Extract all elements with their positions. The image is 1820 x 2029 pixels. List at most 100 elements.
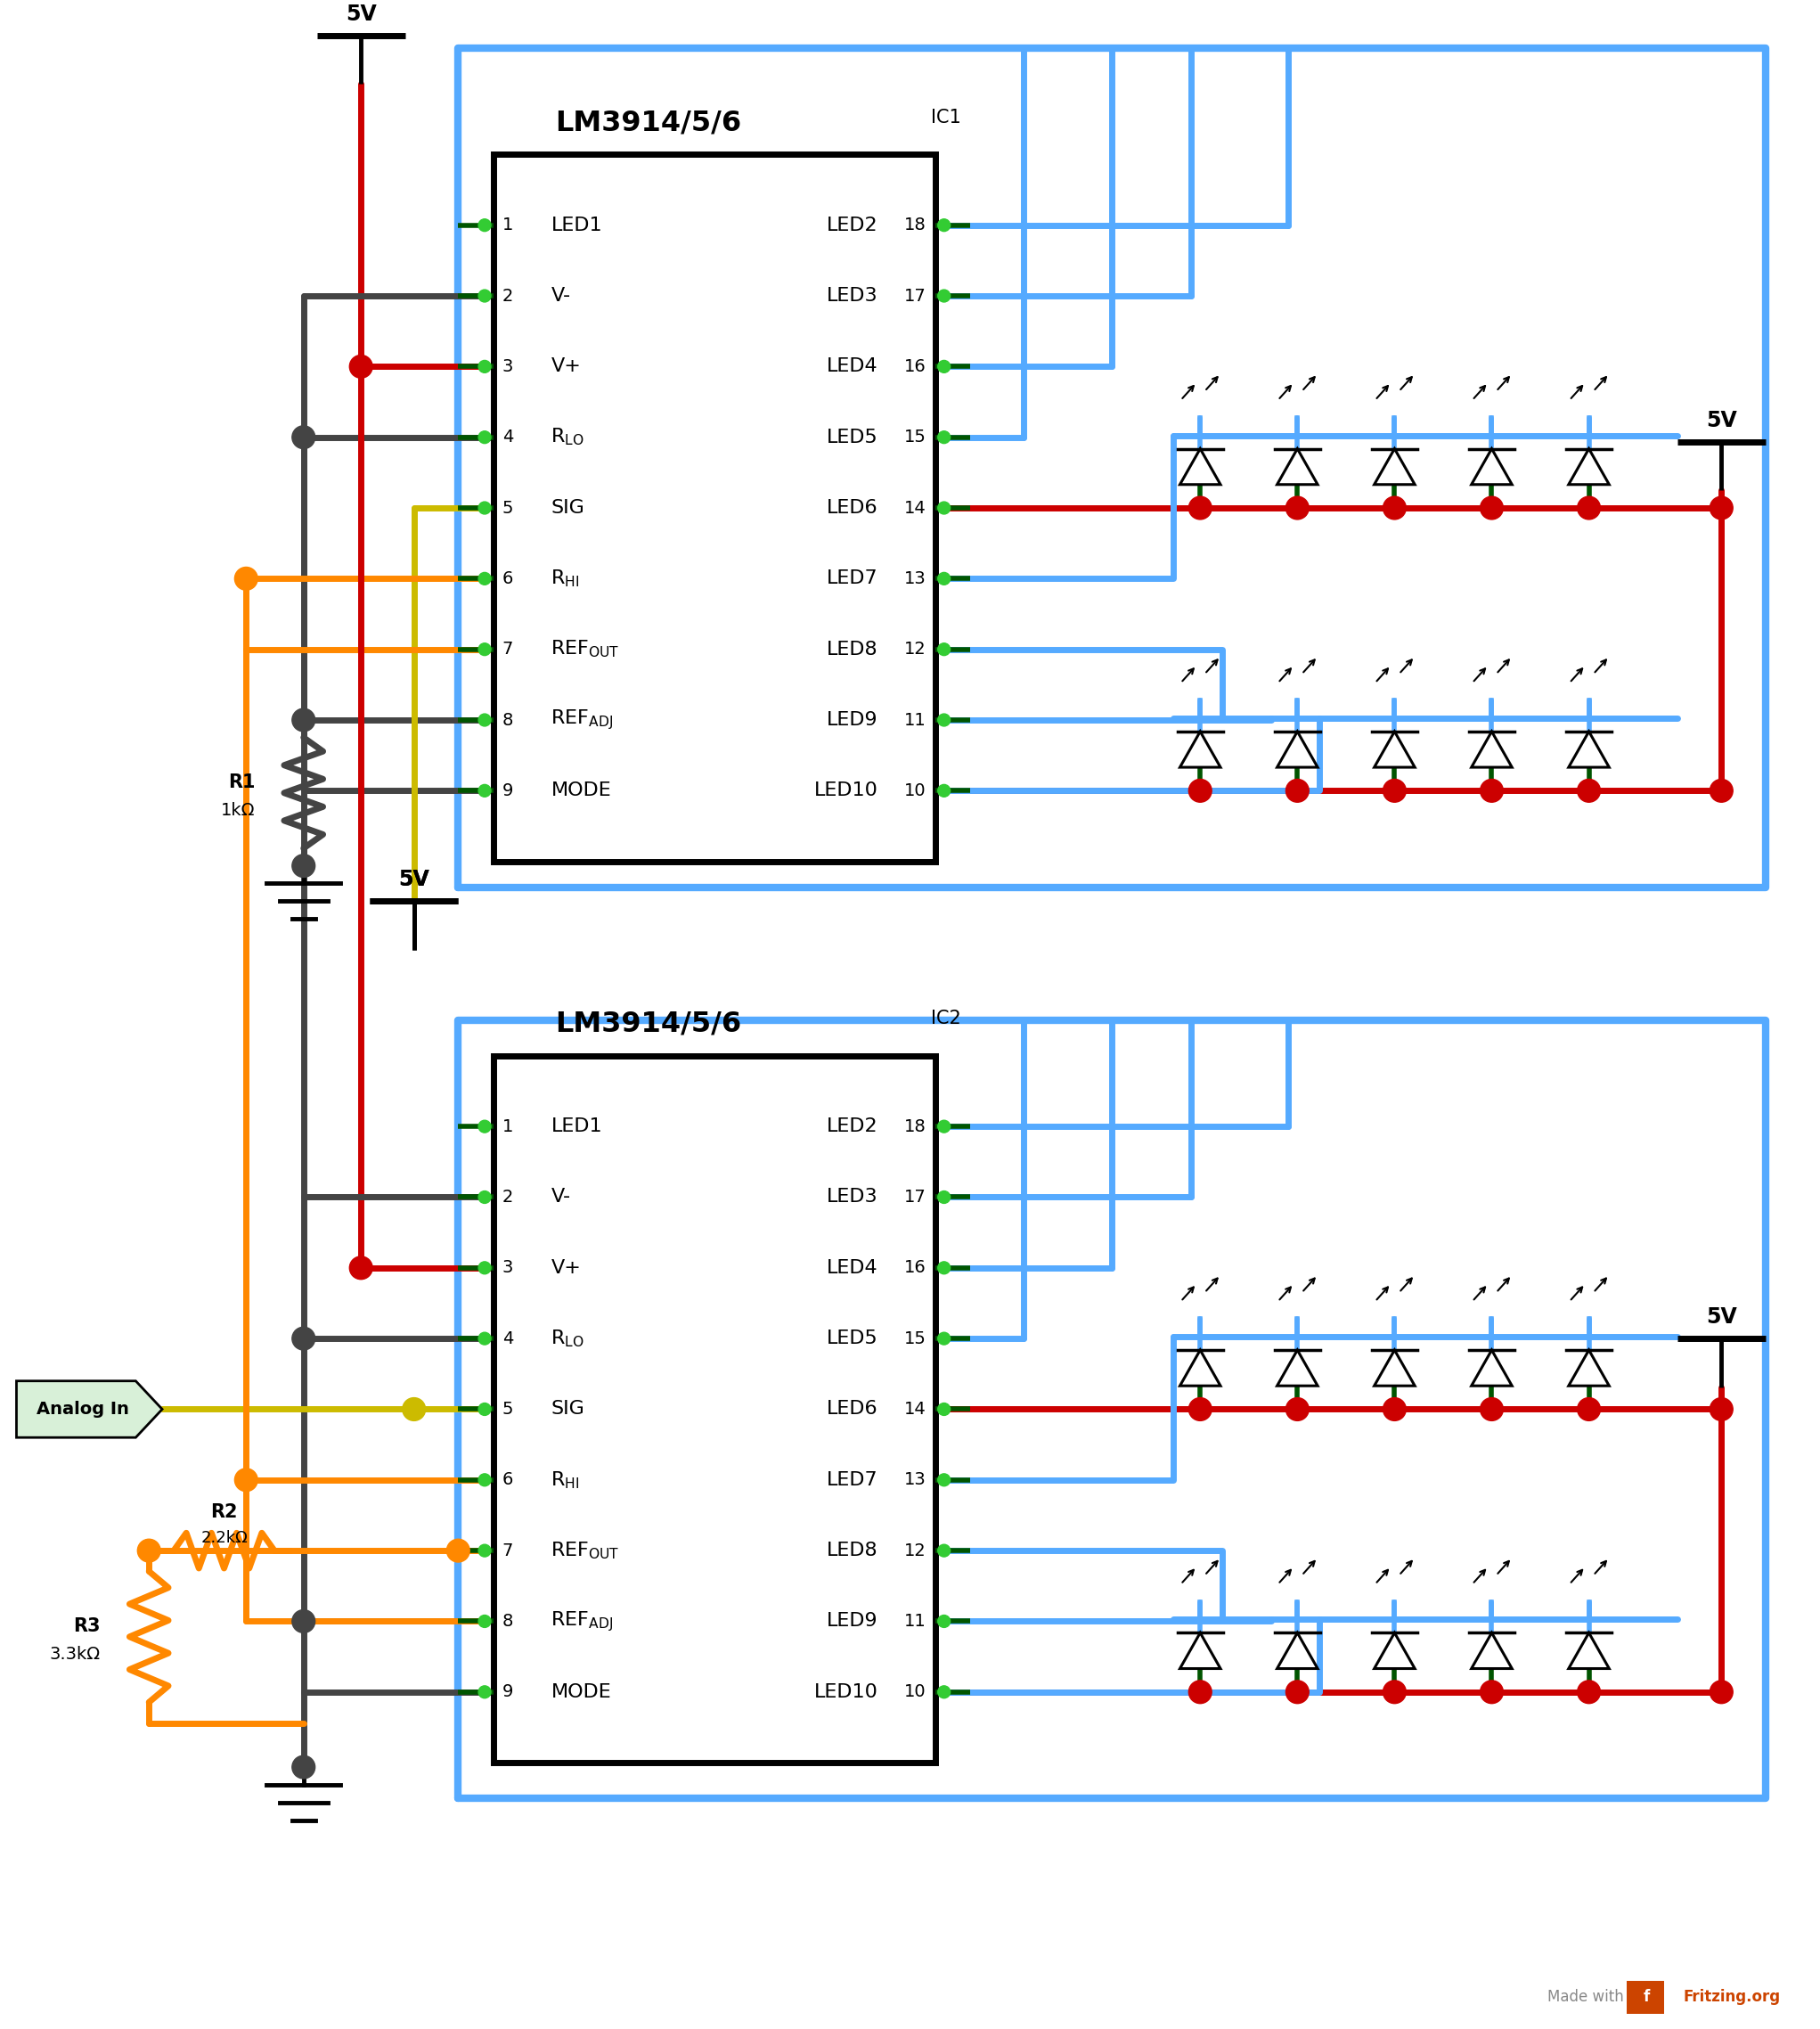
Polygon shape [1374,448,1414,485]
Circle shape [402,1398,426,1420]
Circle shape [1383,1398,1407,1420]
Text: 11: 11 [905,712,926,728]
Text: 8: 8 [502,1613,513,1629]
Polygon shape [1374,1633,1414,1668]
Circle shape [479,501,491,513]
Polygon shape [1569,1633,1609,1668]
Circle shape [479,785,491,797]
Text: LED5: LED5 [826,1329,877,1347]
Circle shape [937,1191,950,1203]
Circle shape [937,1262,950,1274]
Text: LED5: LED5 [826,428,877,446]
Text: LED3: LED3 [826,286,877,304]
Text: LED8: LED8 [826,641,877,657]
Circle shape [937,643,950,655]
Text: LED2: LED2 [826,1118,877,1136]
Text: REF$_{\rm OUT}$: REF$_{\rm OUT}$ [551,639,621,659]
Text: 6: 6 [502,1471,513,1489]
Text: SIG: SIG [551,1400,584,1418]
Text: 14: 14 [905,499,926,517]
Circle shape [446,1540,470,1562]
Text: 4: 4 [502,1331,513,1347]
Circle shape [479,1686,491,1698]
Circle shape [479,1473,491,1485]
Polygon shape [1278,732,1318,767]
Polygon shape [1471,732,1512,767]
Circle shape [479,1191,491,1203]
Circle shape [937,430,950,444]
Text: 10: 10 [905,783,926,799]
Circle shape [1188,779,1212,801]
Circle shape [479,643,491,655]
Circle shape [479,361,491,373]
Polygon shape [1278,448,1318,485]
Circle shape [479,714,491,726]
Polygon shape [1278,1349,1318,1386]
Circle shape [937,1120,950,1132]
Text: SIG: SIG [551,499,584,517]
Circle shape [1480,1680,1503,1704]
Polygon shape [1569,732,1609,767]
Polygon shape [1569,1349,1609,1386]
Polygon shape [1179,448,1221,485]
Circle shape [937,1402,950,1416]
Circle shape [1711,1680,1733,1704]
Text: LED6: LED6 [826,499,877,517]
Circle shape [291,708,315,732]
Text: R$_{\rm HI}$: R$_{\rm HI}$ [551,568,581,588]
Text: 18: 18 [905,1118,926,1134]
Circle shape [1711,779,1733,801]
Circle shape [1287,497,1309,519]
FancyBboxPatch shape [1627,1980,1663,2013]
Circle shape [1188,1680,1212,1704]
Text: 2.2kΩ: 2.2kΩ [200,1530,248,1546]
Text: R$_{\rm HI}$: R$_{\rm HI}$ [551,1469,581,1491]
Text: LED1: LED1 [551,1118,602,1136]
Text: f: f [1643,1988,1649,2005]
Text: 3: 3 [502,1260,513,1276]
Text: 7: 7 [502,1542,513,1558]
Circle shape [937,785,950,797]
Circle shape [291,426,315,448]
Circle shape [349,355,373,377]
Polygon shape [1179,1633,1221,1668]
Text: LED2: LED2 [826,217,877,233]
Text: 10: 10 [905,1684,926,1700]
Text: 17: 17 [905,1189,926,1205]
Circle shape [1578,1680,1600,1704]
Circle shape [1188,1398,1212,1420]
Text: LM3914/5/6: LM3914/5/6 [555,1010,741,1039]
Circle shape [479,572,491,584]
Text: LED6: LED6 [826,1400,877,1418]
Circle shape [479,1544,491,1556]
Text: MODE: MODE [551,1684,612,1700]
Circle shape [291,1327,315,1349]
Text: IC2: IC2 [930,1010,961,1027]
Circle shape [1188,497,1212,519]
Circle shape [1287,1680,1309,1704]
Circle shape [937,1473,950,1485]
Circle shape [1578,779,1600,801]
Text: 2: 2 [502,1189,513,1205]
Text: 15: 15 [905,1331,926,1347]
Polygon shape [1471,1633,1512,1668]
Circle shape [479,430,491,444]
Circle shape [235,1469,258,1491]
Text: 16: 16 [905,1260,926,1276]
Text: 1kΩ: 1kΩ [220,801,255,820]
Circle shape [937,361,950,373]
Text: LED10: LED10 [814,1684,877,1700]
Text: 16: 16 [905,357,926,375]
Text: 17: 17 [905,288,926,304]
Circle shape [1480,497,1503,519]
FancyBboxPatch shape [493,1055,935,1763]
Circle shape [937,219,950,231]
Text: 11: 11 [905,1613,926,1629]
Text: 1: 1 [502,1118,513,1134]
Circle shape [1383,1680,1407,1704]
Polygon shape [1374,732,1414,767]
Text: LED7: LED7 [826,1471,877,1489]
Text: R2: R2 [211,1503,238,1522]
Circle shape [937,290,950,302]
Text: LED4: LED4 [826,1258,877,1276]
